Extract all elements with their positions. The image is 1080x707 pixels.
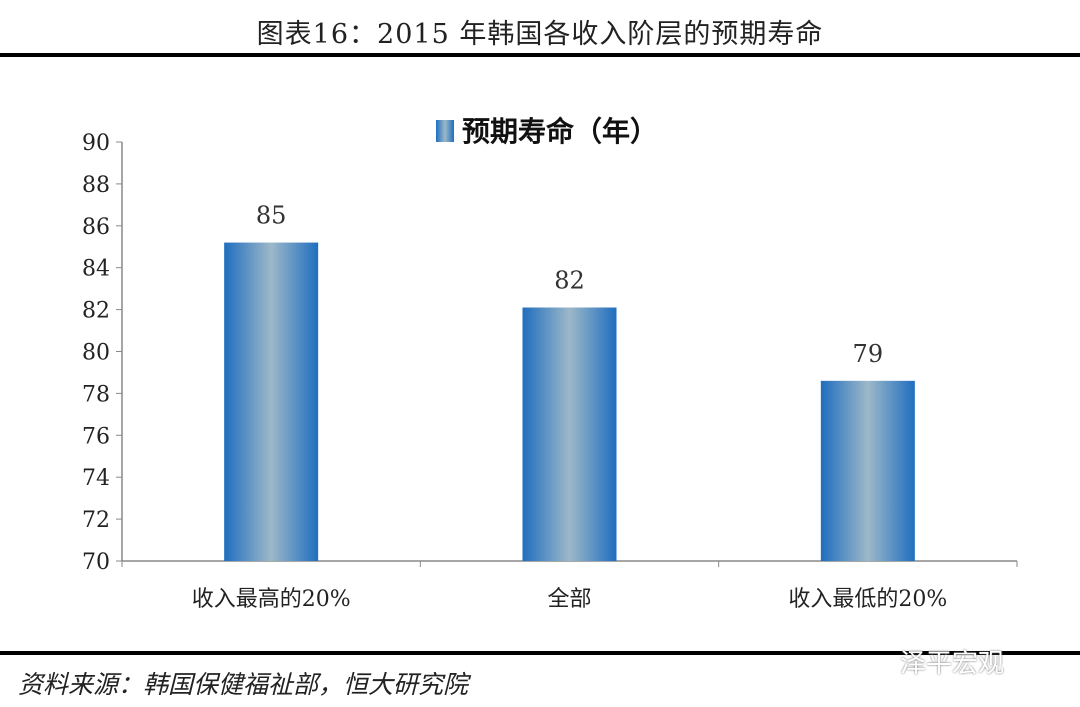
x-tick-label: 全部	[547, 587, 591, 612]
y-tick-label: 86	[82, 215, 110, 240]
chart-title: 图表16：2015 年韩国各收入阶层的预期寿命	[256, 19, 824, 50]
bar	[522, 307, 617, 561]
footer-rule	[0, 651, 1080, 655]
bar	[224, 242, 319, 561]
x-tick-label: 收入最高的20%	[192, 587, 351, 612]
data-label: 79	[853, 340, 884, 368]
y-tick-label: 84	[82, 257, 110, 282]
data-label: 85	[256, 202, 287, 230]
source-note: 资料来源：韩国保健福祉部，恒大研究院	[18, 670, 469, 699]
legend-swatch	[436, 120, 454, 142]
y-tick-label: 82	[82, 299, 110, 324]
y-tick-label: 76	[82, 424, 110, 449]
y-tick-label: 70	[82, 550, 110, 575]
watermark: 泽平宏观	[900, 649, 1005, 679]
data-label: 82	[554, 267, 585, 295]
y-tick-label: 72	[82, 508, 110, 533]
y-tick-label: 90	[82, 131, 110, 156]
y-tick-label: 78	[82, 382, 110, 407]
legend-label: 预期寿命（年）	[462, 115, 658, 148]
x-tick-label: 收入最低的20%	[788, 587, 947, 612]
y-tick-label: 88	[82, 173, 110, 198]
y-tick-label: 74	[82, 466, 110, 491]
title-rule	[0, 53, 1080, 57]
bar	[820, 380, 915, 561]
y-tick-label: 80	[82, 341, 110, 366]
